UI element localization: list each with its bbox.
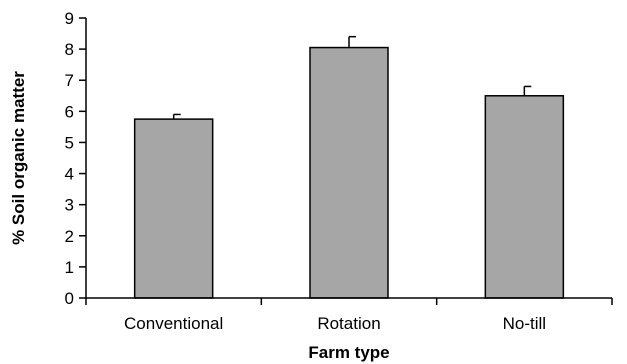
bar-rotation xyxy=(309,46,389,299)
y-ticks-layer: 0 1 2 3 4 5 6 7 8 9 xyxy=(65,9,86,308)
y-tick-label: 4 xyxy=(65,165,74,184)
y-tick-label: 3 xyxy=(65,196,74,215)
y-axis-title: % Soil organic matter xyxy=(9,71,28,245)
error-bar xyxy=(172,113,181,120)
y-tick-label: 7 xyxy=(65,71,74,90)
bar-no-till xyxy=(484,95,565,299)
y-tick-label: 8 xyxy=(65,40,74,59)
x-category-label: No-till xyxy=(503,314,546,333)
y-tick-label: 6 xyxy=(65,102,74,121)
error-bars-layer xyxy=(172,35,532,120)
bars-layer xyxy=(133,46,565,299)
error-bar xyxy=(348,35,356,48)
x-category-label: Rotation xyxy=(317,314,380,333)
y-tick-label: 2 xyxy=(65,227,74,246)
bar-conventional xyxy=(133,118,214,299)
x-axis-title: Farm type xyxy=(308,343,389,362)
y-tick-label: 5 xyxy=(65,133,74,152)
x-category-label: Conventional xyxy=(124,314,223,333)
y-tick-label: 9 xyxy=(65,9,74,28)
y-tick-label: 1 xyxy=(65,258,74,277)
error-bar xyxy=(523,85,532,96)
y-tick-label: 0 xyxy=(65,289,74,308)
x-ticks-layer: Conventional Rotation No-till xyxy=(85,298,613,333)
